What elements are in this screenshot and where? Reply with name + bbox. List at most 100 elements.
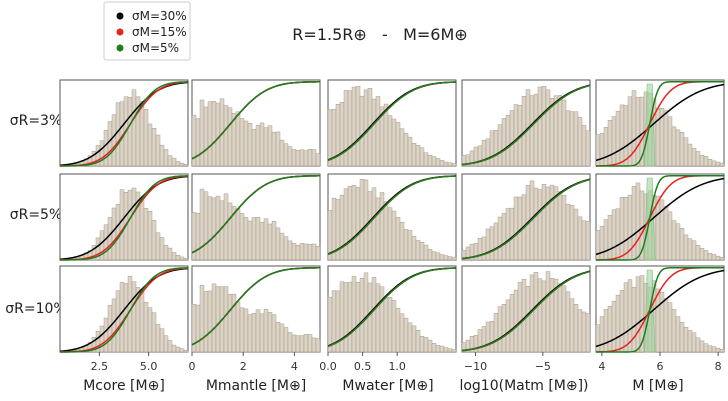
hist-bar-r3-c5-3 [603,309,609,353]
hist-bar-r2-c2-30 [307,244,313,261]
cdf-line-green-r3-c1 [59,267,189,353]
hist-bar-r3-c1-22 [143,302,149,353]
hist-bar-r2-c3-24 [419,241,425,261]
hist-bar-r1-c2-20 [267,125,273,167]
hist-bar-r2-c5-27 [699,247,705,261]
hist-bar-r3-c2-30 [307,334,313,353]
hist-bar-r1-c3-17 [391,118,397,167]
hist-bar-r1-c2-25 [287,146,293,167]
hist-bar-r3-c4-11 [501,304,507,353]
hist-bar-r3-c2-20 [267,312,273,353]
hist-bar-r2-c1-29 [171,252,177,261]
hist-bar-r2-c3-19 [399,221,405,261]
hist-bar-r2-c1-31 [179,256,185,261]
hist-bar-r3-c2-31 [311,337,317,353]
hist-bar-r3-c4-26 [561,285,567,353]
legend-marker-black [116,12,124,20]
hist-bar-r3-c2-7 [215,286,221,353]
hist-bar-r2-c3-6 [347,185,353,261]
hist-bar-r1-c4-6 [481,139,487,167]
hist-bar-r3-c3-10 [363,272,369,353]
hist-bar-r3-c3-13 [375,283,381,353]
hist-bar-r1-c5-8 [623,105,629,167]
hist-bar-r2-c4-12 [505,208,511,261]
hist-bar-r1-c3-1 [327,109,333,167]
hist-bar-r2-c1-21 [139,198,145,261]
hist-bar-r3-c1-15 [115,290,121,353]
hist-bar-r1-c4-14 [513,104,519,167]
hist-bar-r2-c5-8 [623,197,629,261]
legend: σM=30% σM=15% σM=5% [103,1,191,61]
hist-bar-r1-c2-12 [235,111,241,167]
hist-bar-r1-c5-23 [683,137,689,167]
hist-bar-r2-c2-19 [263,218,269,261]
row-label-3: σR=10% [5,301,66,317]
cdf-line-green-r3-c5 [596,266,724,353]
hist-bar-r1-c2-21 [271,131,277,167]
hist-bar-r2-c1-23 [147,211,153,261]
hist-bar-r1-c2-2 [195,118,201,167]
hist-bar-r3-c1-26 [159,328,165,353]
hist-bar-r2-c5-10 [631,185,637,261]
hist-bar-r3-c4-20 [537,278,543,353]
hist-bar-r1-c2-26 [291,149,297,167]
hist-bar-r3-c4-32 [585,313,591,353]
hist-bar-r3-c5-22 [679,322,685,353]
hist-bar-r2-c2-3 [199,188,205,261]
hist-bar-r3-c5-11 [635,276,641,353]
cdf-line-green-r1-c3 [327,81,457,162]
hist-bar-r3-c3-15 [383,297,389,353]
row-label-1: σR=3% [10,113,63,129]
hist-bar-r1-c2-7 [215,102,221,167]
hist-bar-r1-c1-28 [167,155,173,167]
hist-bar-r2-c5-2 [599,225,605,261]
hist-bar-r3-c5-10 [631,286,637,353]
legend-label-15: σM=15% [132,25,187,39]
hist-bar-r2-c3-15 [383,201,389,261]
hist-bar-r2-c4-7 [485,228,491,261]
hist-bar-r1-c4-7 [485,138,491,167]
hist-bar-r1-c2-28 [299,149,305,167]
hist-bar-r2-c3-28 [435,252,441,261]
hist-bar-r3-c4-14 [513,289,519,353]
hist-bar-r1-c5-30 [711,160,717,167]
hist-bar-r1-c4-20 [537,86,543,167]
hist-bar-r1-c4-31 [581,125,587,167]
legend-marker-red [116,28,124,36]
hist-bar-r2-c3-16 [387,207,393,261]
hist-bar-r2-c5-21 [675,223,681,261]
hist-bar-r3-c4-17 [525,286,531,353]
hist-bar-r2-c1-15 [115,204,121,261]
hist-bar-r3-c1-11 [99,325,105,353]
row-label-2: σR=5% [10,207,63,223]
hist-bar-r2-c3-14 [379,192,385,261]
hist-bar-r2-c1-32 [183,258,189,261]
tick-label-c1-2: 5.0 [140,360,158,373]
hist-bar-r1-c2-23 [279,139,285,167]
hist-bar-r2-c3-10 [363,179,369,261]
hist-bar-r1-c2-9 [223,105,229,167]
hist-bar-r3-c1-30 [175,346,181,353]
hist-bar-r1-c5-16 [655,107,661,167]
hist-bar-r3-c2-26 [291,334,297,353]
hist-bar-r1-c4-30 [577,117,583,167]
hist-bar-r3-c4-28 [569,298,575,353]
hist-bar-r1-c2-30 [307,149,313,167]
hist-bar-r2-c3-8 [355,186,361,261]
xlabel-water: Mwater [M⊕] [342,378,433,394]
hist-bar-r1-c5-21 [675,129,681,167]
hist-bar-r3-c5-19 [667,302,673,353]
hist-bar-r3-c4-7 [485,321,491,353]
hist-bar-r1-c2-27 [295,150,301,167]
hist-bar-r3-c4-29 [573,304,579,353]
hist-bar-r3-c2-5 [207,290,213,353]
hist-bar-r1-c2-16 [251,129,257,167]
cdf-line-green-r1-c2 [191,81,321,160]
hist-bar-r3-c4-30 [577,309,583,353]
hist-bar-r1-c3-13 [375,96,381,167]
hist-bar-r1-c4-21 [541,86,547,167]
hist-bar-r2-c3-4 [339,194,345,261]
hist-bar-r1-c1-23 [147,123,153,167]
hist-bar-r1-c5-3 [603,127,609,167]
hist-bar-r1-c5-18 [663,110,669,167]
